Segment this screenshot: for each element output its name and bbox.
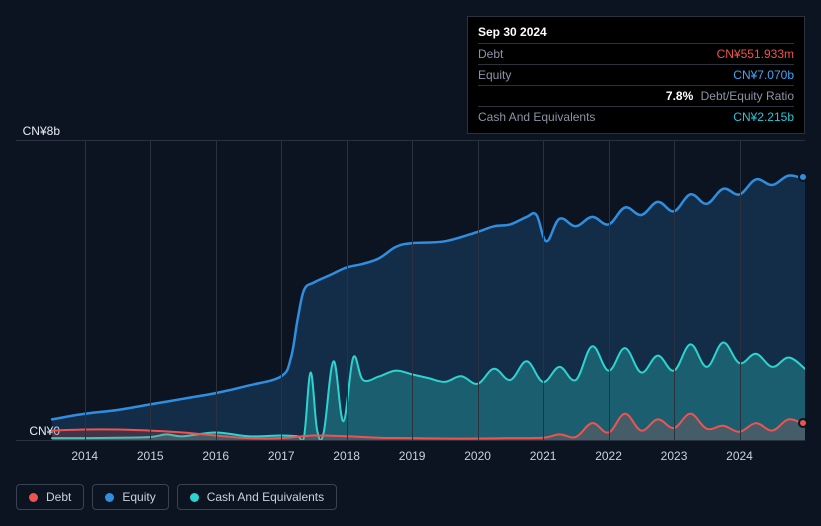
x-gridline-2014 [85, 140, 86, 440]
x-tick-2014: 2014 [71, 449, 98, 463]
tooltip-row-ratio: 7.8% Debt/Equity Ratio [478, 85, 794, 106]
x-gridline-2022 [609, 140, 610, 440]
x-gridline-2017 [281, 140, 282, 440]
plot-area[interactable] [16, 140, 805, 440]
x-tick-2018: 2018 [333, 449, 360, 463]
legend: Debt Equity Cash And Equivalents [16, 484, 337, 510]
tooltip-cash-label: Cash And Equivalents [478, 110, 595, 124]
x-gridline-2024 [740, 140, 741, 440]
tooltip-card: Sep 30 2024 Debt CN¥551.933m Equity CN¥7… [467, 16, 805, 134]
tooltip-row-cash: Cash And Equivalents CN¥2.215b [478, 106, 794, 127]
x-tick-2022: 2022 [595, 449, 622, 463]
x-tick-2015: 2015 [137, 449, 164, 463]
tooltip-row-debt: Debt CN¥551.933m [478, 43, 794, 64]
chart-container: Sep 30 2024 Debt CN¥551.933m Equity CN¥7… [0, 0, 821, 526]
x-tick-2016: 2016 [202, 449, 229, 463]
x-axis-labels: 2014 2015 2016 2017 2018 2019 2020 2021 2022 2023… [16, 449, 805, 467]
legend-dot-cash [190, 493, 199, 502]
legend-item-debt[interactable]: Debt [16, 484, 84, 510]
legend-item-cash[interactable]: Cash And Equivalents [177, 484, 337, 510]
legend-label-debt: Debt [46, 490, 71, 504]
legend-label-cash: Cash And Equivalents [207, 490, 324, 504]
tooltip-debt-value: CN¥551.933m [717, 47, 794, 61]
x-tick-2017: 2017 [268, 449, 295, 463]
x-tick-2020: 2020 [464, 449, 491, 463]
debt-end-marker [798, 418, 808, 428]
legend-label-equity: Equity [122, 490, 155, 504]
tooltip-debt-label: Debt [478, 47, 503, 61]
x-gridline-2016 [216, 140, 217, 440]
x-gridline-2019 [412, 140, 413, 440]
tooltip-ratio-percent: 7.8% [666, 89, 693, 103]
tooltip-cash-value: CN¥2.215b [733, 110, 794, 124]
x-gridline-2018 [347, 140, 348, 440]
tooltip-ratio-value: 7.8% Debt/Equity Ratio [666, 89, 794, 103]
equity-end-marker [798, 172, 808, 182]
legend-dot-equity [105, 493, 114, 502]
gridline-bottom [16, 440, 805, 441]
tooltip-ratio-label: Debt/Equity Ratio [701, 89, 794, 103]
tooltip-equity-label: Equity [478, 68, 511, 82]
x-tick-2024: 2024 [726, 449, 753, 463]
x-gridline-2015 [150, 140, 151, 440]
x-gridline-2021 [543, 140, 544, 440]
x-tick-2023: 2023 [661, 449, 688, 463]
tooltip-equity-value: CN¥7.070b [733, 68, 794, 82]
tooltip-row-equity: Equity CN¥7.070b [478, 64, 794, 85]
chart-svg[interactable] [16, 140, 805, 440]
x-gridline-2020 [478, 140, 479, 440]
tooltip-date: Sep 30 2024 [478, 23, 794, 43]
y-axis-top-label: CN¥8b [0, 124, 60, 138]
x-gridline-2023 [674, 140, 675, 440]
legend-item-equity[interactable]: Equity [92, 484, 168, 510]
legend-dot-debt [29, 493, 38, 502]
x-tick-2021: 2021 [530, 449, 557, 463]
x-tick-2019: 2019 [399, 449, 426, 463]
